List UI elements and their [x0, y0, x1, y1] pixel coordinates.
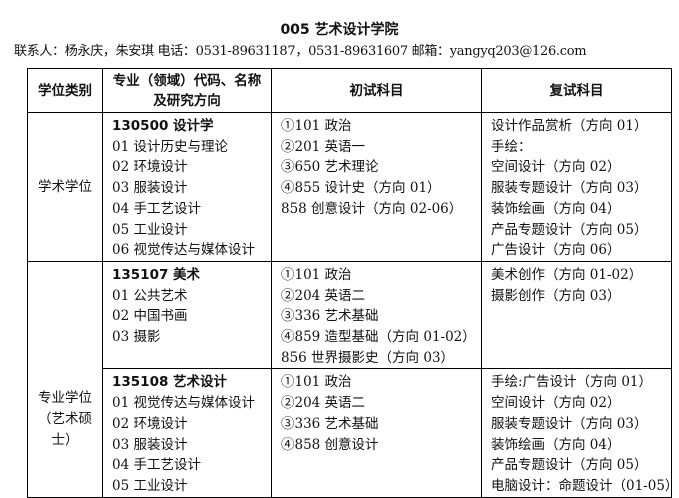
admissions-table: 学位类别 专业（领域）代码、名称及研究方向 初试科目 复试科目 学术学位 1305…	[27, 68, 679, 498]
retest-subject: 设计作品赏析（方向 01）	[491, 118, 648, 134]
direction-item: 04 手工艺设计	[112, 200, 201, 217]
retest-subject: 手绘：	[491, 138, 532, 155]
retest-subject: 产品专题设计（方向 05）	[491, 457, 648, 474]
header-major: 专业（领域）代码、名称及研究方向	[102, 68, 272, 113]
retest-subject: 装饰绘画（方向 04）	[491, 436, 621, 453]
exam-subject: ③336 艺术基础	[281, 308, 379, 325]
retest-subject: 服装专题设计（方向 03）	[491, 415, 648, 432]
exam-subject: ②201 英语一	[281, 138, 366, 155]
direction-item: 01 视觉传达与媒体设计	[112, 395, 255, 412]
direction-item: 03 服装设计	[112, 180, 188, 197]
direction-item: 01 公共艺术	[112, 287, 188, 304]
direction-item: 05 工业设计	[112, 221, 188, 238]
retest-subject: 空间设计（方向 02）	[491, 159, 621, 176]
major-cell: 130500 设计学 01 设计历史与理论 02 环境设计 03 服装设计 04 手工艺…	[102, 112, 272, 262]
direction-item: 02 环境设计	[112, 159, 188, 176]
exam-subject: ③650 艺术理论	[281, 159, 379, 176]
contact-info: 联系人：杨永庆，朱安琪 电话：0531-89631187，0531-896316…	[14, 44, 587, 59]
page-title: 005 艺术设计学院	[280, 22, 399, 38]
initial-exam-cell: ①101 政治 ②201 英语一 ③650 艺术理论 ④855 设计史（方向 01） 8…	[271, 112, 482, 262]
retest-cell: 手绘:广告设计（方向 01） 空间设计（方向 02） 服装专题设计（方向 03） 装饰…	[481, 368, 679, 498]
exam-subject: ②204 英语二	[281, 287, 366, 304]
major-title: 135108 艺术设计	[112, 374, 228, 391]
direction-item: 02 中国书画	[112, 308, 188, 325]
degree-type-cell: 专业学位（艺术硕士）	[27, 260, 103, 498]
retest-subject: 美术创作（方向 01-02）	[491, 266, 643, 283]
direction-item: 05 工业设计	[112, 477, 188, 494]
exam-subject: ④859 造型基础（方向 01-02）	[281, 329, 476, 346]
retest-subject: 广告设计（方向 06）	[491, 242, 621, 259]
retest-subject: 产品专题设计（方向 05）	[491, 221, 648, 238]
retest-subject: 空间设计（方向 02）	[491, 395, 621, 412]
table-row: 学术学位 130500 设计学 01 设计历史与理论 02 环境设计 03 服装设计 04…	[27, 112, 672, 262]
retest-subject: 摄影创作（方向 03）	[491, 287, 621, 304]
retest-cell: 美术创作（方向 01-02） 摄影创作（方向 03）	[481, 260, 672, 370]
exam-subject: ②204 英语二	[281, 395, 366, 412]
exam-subject: ①101 政治	[281, 266, 352, 283]
table-row: 专业学位（艺术硕士） 135107 美术 01 公共艺术 02 中国书画 03 摄影 ①1…	[27, 260, 672, 498]
direction-item: 03 摄影	[112, 329, 161, 346]
exam-subject: 856 世界摄影史（方向 03）	[281, 349, 455, 366]
header-degree-type: 学位类别	[27, 68, 103, 113]
direction-item: 06 视觉传达与媒体设计	[112, 242, 255, 259]
initial-exam-cell: ①101 政治 ②204 英语二 ③336 艺术基础 ④859 造型基础（方向 01-…	[271, 260, 482, 370]
exam-subject: 858 创意设计（方向 02-06）	[281, 200, 463, 217]
header-initial-exam: 初试科目	[271, 68, 482, 113]
retest-subject: 服装专题设计（方向 03）	[491, 180, 648, 197]
retest-subject: 电脑设计：命题设计（01-05）	[491, 477, 679, 494]
initial-exam-cell: ①101 政治 ②204 英语二 ③336 艺术基础 ④858 创意设计	[271, 368, 482, 498]
exam-subject: ①101 政治	[281, 118, 352, 134]
exam-subject: ④858 创意设计	[281, 436, 379, 453]
retest-cell: 设计作品赏析（方向 01） 手绘： 空间设计（方向 02） 服装专题设计（方向 03）…	[481, 112, 672, 262]
table-row: 135108 艺术设计 01 视觉传达与媒体设计 02 环境设计 03 服装设计 04 …	[28, 368, 679, 498]
direction-item: 03 服装设计	[112, 436, 188, 453]
retest-subject: 装饰绘画（方向 04）	[491, 200, 621, 217]
exam-subject: ①101 政治	[281, 374, 352, 391]
table-header: 学位类别 专业（领域）代码、名称及研究方向 初试科目 复试科目	[27, 68, 672, 113]
retest-subject: 手绘:广告设计（方向 01）	[491, 374, 653, 391]
direction-item: 04 手工艺设计	[112, 457, 201, 474]
major-cell: 135108 艺术设计 01 视觉传达与媒体设计 02 环境设计 03 服装设计 04 …	[102, 368, 272, 498]
direction-item: 02 环境设计	[112, 415, 188, 432]
exam-subject: ③336 艺术基础	[281, 415, 379, 432]
major-cell: 135107 美术 01 公共艺术 02 中国书画 03 摄影	[102, 260, 272, 370]
major-title: 135107 美术	[112, 266, 201, 283]
major-title: 130500 设计学	[112, 118, 214, 134]
exam-subject: ④855 设计史（方向 01）	[281, 180, 441, 197]
direction-item: 01 设计历史与理论	[112, 138, 228, 155]
degree-type-cell: 学术学位	[27, 112, 103, 262]
header-retest: 复试科目	[481, 68, 672, 113]
